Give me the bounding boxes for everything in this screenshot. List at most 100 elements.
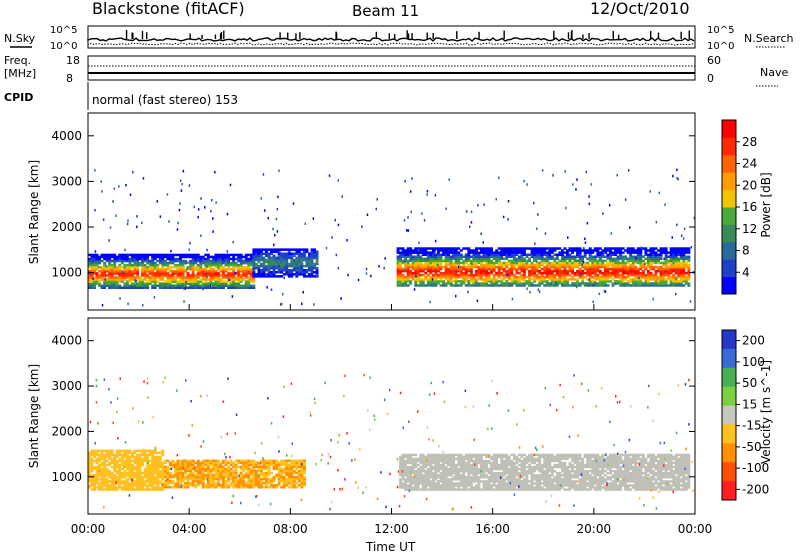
echo-cell: [500, 249, 504, 252]
echo-speckle: [590, 183, 593, 186]
echo-cell: [118, 467, 122, 471]
echo-cell: [452, 276, 456, 279]
echo-cell: [133, 259, 137, 263]
echo-cell: [553, 257, 557, 261]
echo-cell: [88, 465, 91, 469]
echo-cell: [136, 266, 139, 269]
echo-cell: [434, 269, 438, 273]
echo-cell: [576, 247, 579, 250]
echo-cell: [429, 453, 433, 457]
echo-cell: [419, 282, 423, 285]
echo-cell: [462, 247, 466, 250]
echo-cell: [128, 459, 132, 463]
echo-cell: [396, 276, 400, 279]
echo-cell: [429, 261, 433, 265]
echo-cell: [409, 251, 413, 254]
echo-cell: [166, 286, 170, 289]
echo-cell: [179, 465, 182, 469]
echo-cell: [297, 252, 301, 255]
echo-cell: [396, 251, 400, 254]
echo-cell: [143, 257, 147, 261]
echo-cell: [646, 284, 650, 287]
echo-cell: [287, 459, 291, 462]
echo-cell: [217, 280, 220, 283]
echo-speckle: [197, 208, 200, 211]
echo-cell: [237, 270, 241, 273]
echo-cell: [270, 471, 273, 475]
echo-cell: [621, 251, 625, 254]
echo-cell: [125, 263, 129, 267]
echo-cell: [232, 259, 236, 263]
echo-cell: [244, 284, 248, 287]
echo-cell: [297, 469, 301, 473]
echo-cell: [239, 486, 243, 489]
echo-cell: [113, 286, 117, 289]
echo-cell: [609, 257, 612, 261]
echo-cell: [95, 282, 99, 285]
echo-cell: [275, 262, 279, 266]
echo-cell: [191, 282, 195, 285]
echo-cell: [442, 484, 445, 487]
echo-cell: [285, 264, 289, 268]
echo-cell: [439, 257, 443, 261]
echo-cell: [174, 272, 177, 275]
echo-cell: [449, 280, 453, 283]
echo-cell: [93, 286, 96, 289]
echo-cell: [404, 261, 407, 265]
echo-cell: [125, 463, 129, 467]
echo-cell: [576, 251, 579, 254]
echo-cell: [272, 465, 276, 469]
echo-cell: [439, 276, 443, 279]
echo-cell: [275, 260, 279, 264]
echo-cell: [535, 251, 539, 254]
echo-cell: [133, 282, 137, 285]
echo-speckle: [582, 260, 585, 264]
echo-cell: [118, 255, 122, 259]
echo-cell: [113, 459, 117, 463]
echo-cell: [237, 482, 241, 485]
echo-cell: [123, 470, 127, 473]
echo-cell: [472, 274, 476, 277]
echo-cell: [411, 453, 415, 457]
echo-cell: [404, 472, 407, 475]
echo-cell: [234, 465, 238, 469]
echo-cell: [437, 265, 440, 269]
echo-cell: [285, 469, 289, 473]
echo-cell: [303, 269, 306, 272]
echo-cell: [305, 271, 309, 274]
echo-cell: [416, 280, 420, 283]
echo-speckle: [465, 210, 468, 213]
echo-cell: [452, 455, 456, 459]
echo-cell: [199, 268, 203, 271]
echo-cell: [404, 463, 407, 467]
echo-cell: [548, 269, 552, 273]
echo-cell: [131, 465, 134, 469]
echo-cell: [232, 278, 236, 281]
echo-cell: [429, 465, 433, 469]
echo-cell: [576, 265, 579, 269]
echo-cell: [593, 276, 597, 279]
echo-cell: [659, 249, 663, 252]
echo-cell: [573, 284, 577, 287]
echo-cell: [163, 469, 167, 473]
echo-speckle: [206, 265, 208, 268]
echo-cell: [553, 259, 557, 263]
echo-speckle: [187, 261, 189, 264]
echo-cell: [292, 475, 296, 479]
echo-cell: [424, 259, 428, 263]
echo-cell: [252, 280, 256, 283]
echo-cell: [125, 282, 129, 285]
echo-cell: [662, 278, 665, 281]
echo-cell: [449, 278, 453, 281]
echo-cell: [639, 249, 643, 252]
echo-cell: [310, 269, 314, 272]
echo-cell: [399, 461, 402, 465]
echo-cell: [118, 478, 122, 481]
echo-cell: [563, 284, 567, 287]
echo-cell: [657, 267, 660, 271]
echo-cell: [578, 263, 582, 267]
echo-cell: [606, 284, 610, 287]
echo-cell: [664, 284, 668, 287]
echo-cell: [482, 265, 486, 269]
echo-cell: [507, 253, 511, 256]
